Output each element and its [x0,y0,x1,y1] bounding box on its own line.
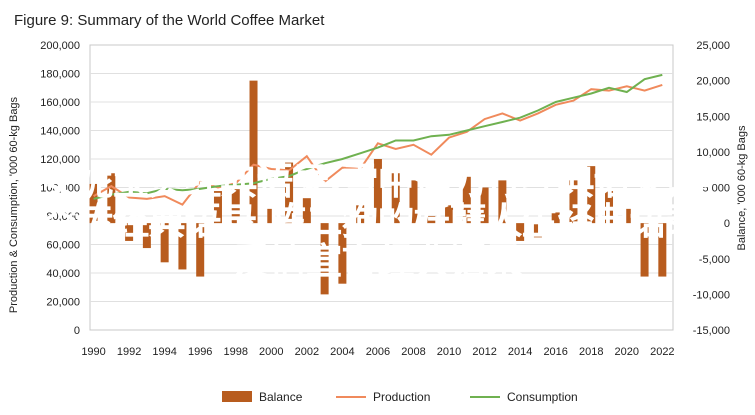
x-tick-label: 1990 [81,346,105,358]
x-tick-label: 2020 [615,346,639,358]
x-tick-label: 1998 [224,346,248,358]
x-tick-label: 1996 [188,346,212,358]
left-tick-label: 180,000 [40,69,80,81]
x-tick-label: 2014 [508,346,532,358]
balance-bar [445,205,454,224]
x-tick-label: 2022 [650,346,674,358]
balance-bar [498,180,507,224]
x-axis-ticks: 1990 1992 1994 1996 1998 2000 2002 2004 2006 2008… [81,346,674,358]
balance-bar [178,223,187,270]
left-tick-label: 100,000 [40,183,80,195]
left-tick-label: 60,000 [46,240,80,252]
left-axis-ticks: 0 20,000 40,000 60,000 80,000 100,000 120,000 1… [40,40,80,337]
right-axis-ticks: -15,000 -10,000 -5,000 0 5,000 10,000 15,000 20… [693,40,730,337]
left-tick-label: 160,000 [40,97,80,109]
right-tick-label: 0 [724,218,730,230]
balance-bars [89,80,667,295]
right-tick-label: -5,000 [699,254,730,266]
balance-bar [196,223,205,277]
balance-bar [391,173,400,224]
chart-legend: Balance Production Consumption [222,390,578,404]
balance-bar [89,183,98,224]
right-tick-label: 5,000 [702,183,730,195]
balance-bar [320,223,329,295]
balance-bar [267,208,276,224]
overlay-line-2: 空传经典语录,陈二狗的妖孽人生经典语录, [40,200,715,243]
x-tick-label: 2012 [472,346,496,358]
x-tick-label: 1994 [152,346,176,358]
production-line [93,83,663,206]
left-tick-label: 80,000 [46,211,80,223]
right-tick-label: 25,000 [696,40,730,52]
left-tick-label: 120,000 [40,154,80,166]
balance-bar [427,216,436,224]
legend-label: Production [373,390,430,404]
overlay-caption: 安妮宝贝经典语录,雪中悍刀行经典语录,悟 空传经典语录,陈二狗的妖孽人生经典语录… [0,162,755,282]
balance-bar [640,223,649,277]
right-tick-label: -10,000 [693,289,730,301]
balance-bar [231,187,240,224]
right-tick-label: 10,000 [696,147,730,159]
balance-bar [480,187,489,224]
balance-bar [516,223,525,241]
balance-bar [285,162,294,224]
right-tick-label: 15,000 [696,111,730,123]
legend-label: Balance [259,390,303,404]
balance-bar [409,180,418,224]
left-tick-label: 0 [74,325,80,337]
balance-bar [569,180,578,224]
right-tick-label: -15,000 [693,325,730,337]
balance-bar [213,191,222,224]
left-tick-label: 140,000 [40,126,80,138]
balance-bar [658,223,667,277]
left-axis-label: Production & Consumption, '000 60-kg Bag… [8,96,20,313]
right-tick-label: 20,000 [696,76,730,88]
overlay-line-3: 爱情宣言经典语录 [233,240,523,283]
balance-bar [249,80,258,224]
balance-bar [373,159,382,224]
x-tick-label: 2010 [437,346,461,358]
balance-bar [605,191,614,224]
balance-bar [551,212,560,224]
chart-title: Figure 9: Summary of the World Coffee Ma… [14,12,325,29]
x-tick-label: 1992 [117,346,141,358]
balance-bar [356,205,365,224]
balance-bar [462,176,471,224]
x-tick-label: 2004 [330,346,354,358]
x-tick-label: 2006 [366,346,390,358]
legend-label: Consumption [507,390,578,404]
x-tick-label: 2018 [579,346,603,358]
x-tick-label: 2002 [295,346,319,358]
balance-bar [125,223,134,241]
balance-bar [338,223,347,284]
balance-bar [302,198,311,224]
balance-bar [533,223,542,238]
balance-bar [622,208,631,224]
right-axis-label: Balance, '000 60-kg Bags [736,125,748,251]
balance-bar [160,223,169,263]
x-tick-label: 2008 [401,346,425,358]
balance-bar [142,223,151,249]
left-tick-label: 40,000 [46,268,80,280]
balance-bar [587,166,596,224]
x-tick-label: 2016 [543,346,567,358]
consumption-line [93,73,663,200]
balance-bar [107,173,116,224]
series-lines [93,73,663,206]
x-tick-label: 2000 [259,346,283,358]
overlay-line-1: 安妮宝贝经典语录,雪中悍刀行经典语录,悟 [40,160,715,203]
legend-swatch [222,391,252,402]
left-tick-label: 200,000 [40,40,80,52]
left-tick-label: 20,000 [46,297,80,309]
